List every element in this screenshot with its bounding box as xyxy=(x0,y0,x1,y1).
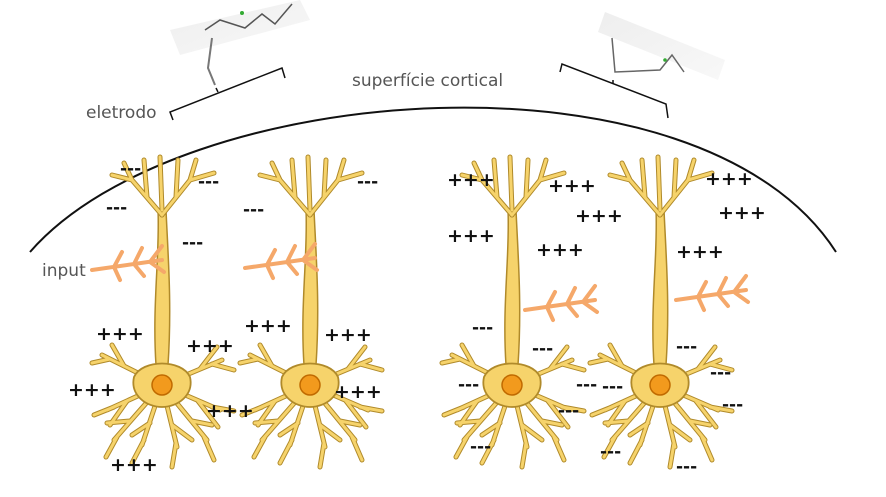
charge-label: +++ xyxy=(244,315,292,337)
charge-label: --- xyxy=(676,337,697,357)
charge-label: +++ xyxy=(575,205,623,227)
charge-label: +++ xyxy=(206,400,254,422)
charge-label: +++ xyxy=(186,335,234,357)
charge-label: --- xyxy=(458,375,479,395)
surface-label: superfície cortical xyxy=(352,71,503,91)
charge-label: --- xyxy=(558,401,579,421)
charge-label: --- xyxy=(600,442,621,462)
charge-label: +++ xyxy=(548,175,596,197)
charge-label: --- xyxy=(676,457,697,477)
charge-label: +++ xyxy=(447,169,495,191)
right-electrode xyxy=(559,12,725,119)
charge-label: +++ xyxy=(447,225,495,247)
charge-label: --- xyxy=(472,318,493,338)
charge-label: --- xyxy=(602,377,623,397)
charge-label: --- xyxy=(576,375,597,395)
charge-label: +++ xyxy=(96,323,144,345)
electrode-label: eletrodo xyxy=(86,103,157,123)
charge-label: --- xyxy=(106,198,127,218)
charge-label: --- xyxy=(198,172,219,192)
charges-right: +++ +++ +++ +++ +++ +++ +++ +++ --- --- … xyxy=(447,168,766,477)
charge-label: +++ xyxy=(705,168,753,190)
input-dendrite-4 xyxy=(674,274,750,312)
charge-label: +++ xyxy=(110,454,158,476)
charge-label: +++ xyxy=(676,241,724,263)
charge-label: --- xyxy=(357,172,378,192)
charge-label: --- xyxy=(182,233,203,253)
charge-label: --- xyxy=(722,395,743,415)
charge-label: --- xyxy=(120,159,141,179)
charges-left: --- --- --- --- --- --- +++ +++ +++ +++ … xyxy=(68,159,382,476)
charge-label: --- xyxy=(710,363,731,383)
left-electrode xyxy=(169,0,310,121)
charge-label: +++ xyxy=(68,379,116,401)
charge-label: +++ xyxy=(334,381,382,403)
input-label: input xyxy=(42,261,86,281)
charge-label: --- xyxy=(470,437,491,457)
charge-label: +++ xyxy=(536,239,584,261)
charge-label: +++ xyxy=(718,202,766,224)
charge-label: --- xyxy=(243,200,264,220)
input-dendrite-3 xyxy=(523,284,599,322)
neuron-4 xyxy=(590,157,732,467)
input-dendrite-1 xyxy=(90,244,166,282)
cortical-surface-line xyxy=(29,106,837,253)
charge-label: +++ xyxy=(324,324,372,346)
charge-label: --- xyxy=(532,339,553,359)
